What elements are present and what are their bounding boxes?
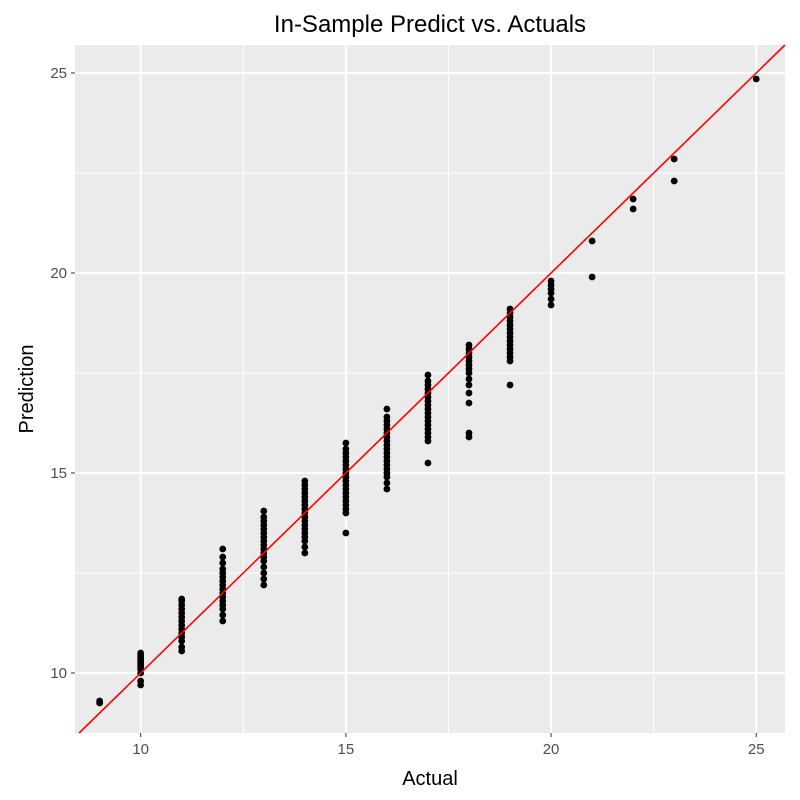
- data-point: [219, 553, 227, 561]
- data-point: [219, 545, 227, 553]
- x-axis-ticks: 10 15 20 25: [132, 733, 765, 758]
- y-axis-ticks: 10 15 20 25: [50, 65, 75, 682]
- data-point: [383, 405, 391, 413]
- reference-line-group: [78, 44, 786, 734]
- data-point: [424, 371, 432, 379]
- data-points: [96, 75, 760, 707]
- data-point: [547, 277, 555, 285]
- data-point: [342, 445, 350, 453]
- data-point: [424, 377, 432, 385]
- data-point: [383, 413, 391, 421]
- x-tick-label: 10: [132, 741, 149, 758]
- data-point: [342, 439, 350, 447]
- data-point: [342, 529, 350, 537]
- data-point: [629, 205, 637, 213]
- data-point: [465, 389, 473, 397]
- data-point: [178, 595, 186, 603]
- x-tick-label: 15: [338, 741, 355, 758]
- data-point: [96, 697, 104, 705]
- data-point: [219, 559, 227, 567]
- data-point: [506, 381, 514, 389]
- major-gridlines: [75, 45, 785, 733]
- y-tick-label: 15: [50, 465, 67, 482]
- chart-title: In-Sample Predict vs. Actuals: [274, 11, 586, 38]
- data-point: [137, 677, 145, 685]
- data-point: [301, 549, 309, 557]
- data-point: [301, 543, 309, 551]
- x-tick-label: 25: [748, 741, 765, 758]
- y-tick-label: 10: [50, 665, 67, 682]
- data-point: [260, 563, 268, 571]
- data-point: [670, 155, 678, 163]
- x-axis-title: Actual: [402, 768, 458, 790]
- data-point: [629, 195, 637, 203]
- data-point: [465, 381, 473, 389]
- data-point: [670, 177, 678, 185]
- data-point: [752, 75, 760, 83]
- data-point: [465, 399, 473, 407]
- data-point: [260, 507, 268, 515]
- data-point: [260, 513, 268, 521]
- data-point: [383, 479, 391, 487]
- reference-line: [78, 44, 786, 734]
- y-tick-label: 20: [50, 265, 67, 282]
- data-point: [219, 617, 227, 625]
- data-point: [465, 375, 473, 383]
- data-point: [588, 273, 596, 281]
- data-point: [383, 485, 391, 493]
- data-point: [260, 575, 268, 583]
- y-tick-label: 25: [50, 65, 67, 82]
- data-point: [219, 611, 227, 619]
- data-point: [465, 429, 473, 437]
- data-point: [547, 301, 555, 309]
- y-axis-title: Prediction: [16, 345, 38, 434]
- data-point: [137, 649, 145, 657]
- data-point: [547, 295, 555, 303]
- data-point: [301, 477, 309, 485]
- data-point: [260, 569, 268, 577]
- x-tick-label: 20: [543, 741, 560, 758]
- data-point: [424, 459, 432, 467]
- data-point: [219, 565, 227, 573]
- data-point: [178, 643, 186, 651]
- data-point: [465, 341, 473, 349]
- data-point: [260, 581, 268, 589]
- data-point: [588, 237, 596, 245]
